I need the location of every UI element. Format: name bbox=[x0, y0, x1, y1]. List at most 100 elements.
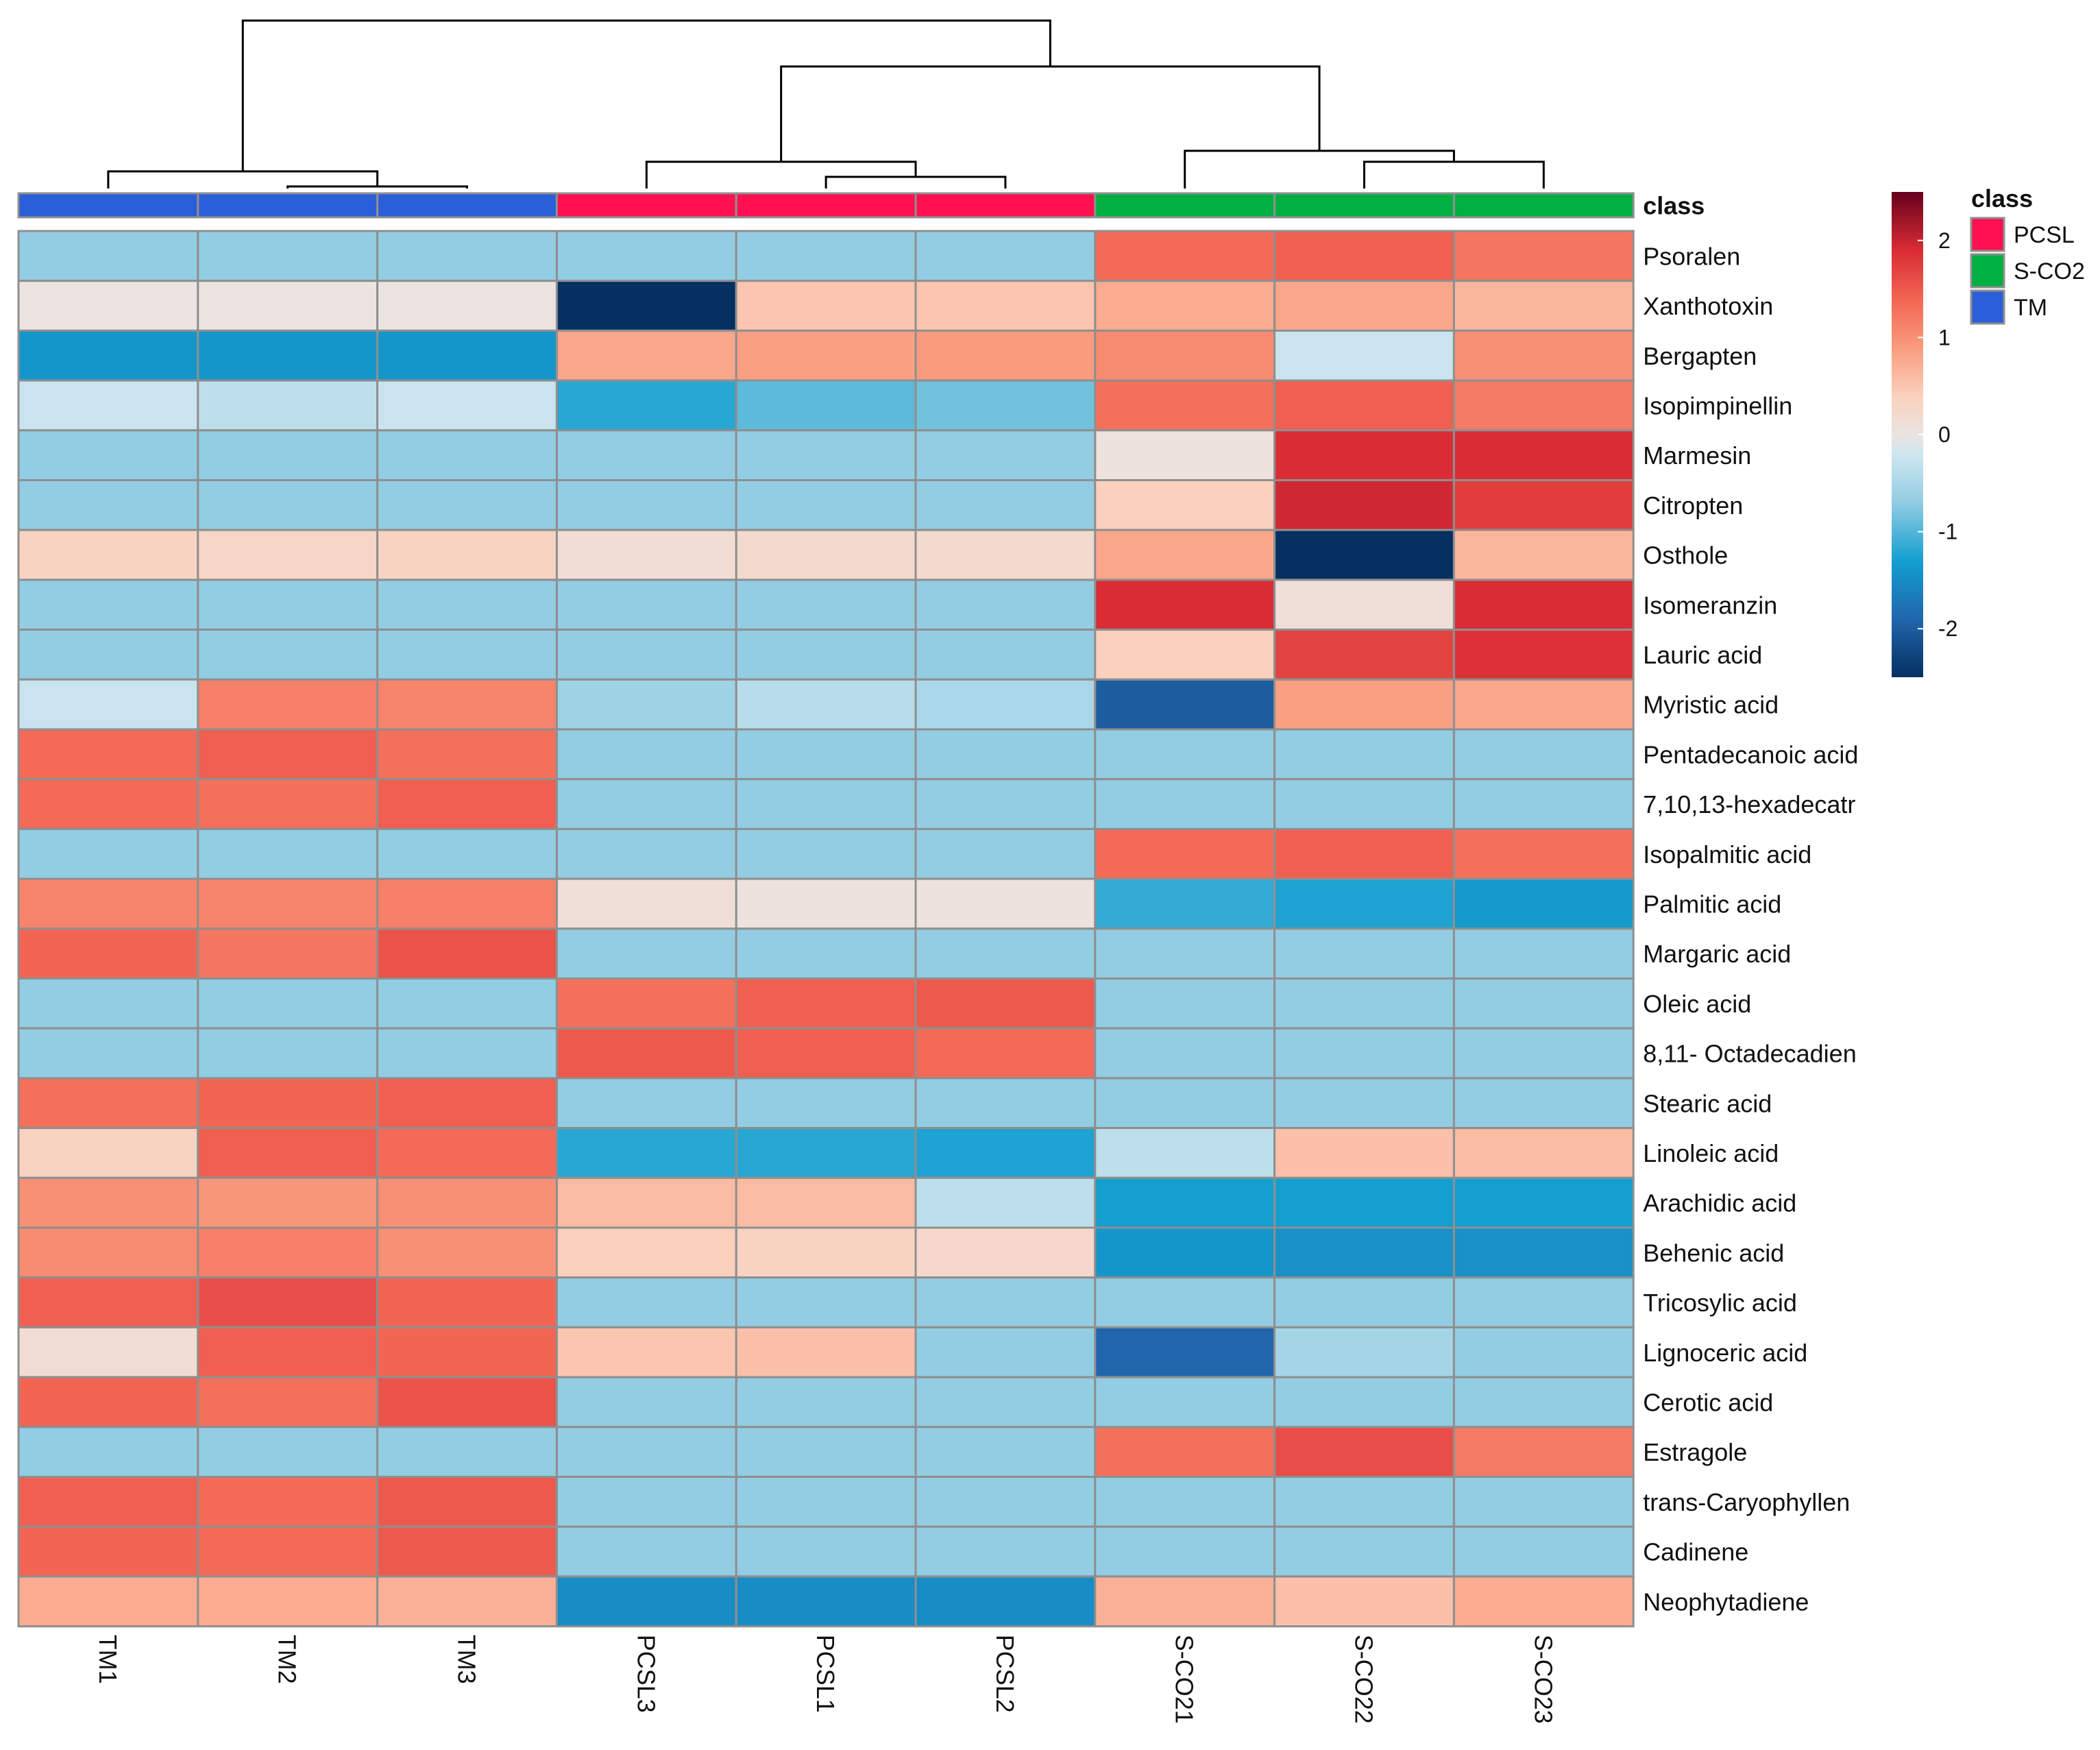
dendro-pcsl-12 bbox=[825, 175, 1007, 189]
heatmap-cell bbox=[914, 329, 1097, 382]
heatmap-cell bbox=[17, 479, 199, 531]
heatmap-cell bbox=[914, 629, 1097, 681]
heatmap-cell bbox=[1273, 1326, 1455, 1378]
heatmap-cell bbox=[1094, 528, 1276, 581]
heatmap-cell bbox=[17, 977, 199, 1030]
heatmap-cell bbox=[1273, 1127, 1455, 1179]
class-cell-PCSL2 bbox=[914, 192, 1097, 219]
heatmap-cell bbox=[1273, 827, 1455, 880]
heatmap-cell bbox=[197, 1376, 379, 1429]
row-label: Stearic acid bbox=[1643, 1089, 1772, 1117]
heatmap-cell bbox=[555, 977, 737, 1030]
heatmap-cell bbox=[555, 1575, 737, 1628]
heatmap-cell bbox=[1273, 429, 1455, 481]
heatmap-cell bbox=[1452, 1376, 1635, 1429]
heatmap-cell bbox=[1273, 1027, 1455, 1080]
heatmap-cell bbox=[735, 827, 917, 880]
heatmap-cell bbox=[1273, 1575, 1455, 1628]
heatmap-cell bbox=[17, 1176, 199, 1229]
heatmap-cell bbox=[735, 1376, 917, 1429]
heatmap-cell bbox=[376, 1127, 558, 1179]
class-legend-title: class bbox=[1971, 184, 2033, 212]
heatmap-cell bbox=[197, 1077, 379, 1130]
heatmap-cell bbox=[1273, 1226, 1455, 1279]
row-label: Neophytadiene bbox=[1643, 1588, 1809, 1616]
heatmap-cell bbox=[1452, 1226, 1635, 1279]
heatmap-cell bbox=[376, 1476, 558, 1528]
heatmap-cell bbox=[376, 1426, 558, 1479]
heatmap-cell bbox=[1094, 230, 1276, 282]
heatmap-cell bbox=[376, 1525, 558, 1578]
heatmap-cell bbox=[1094, 1127, 1276, 1179]
heatmap-cell bbox=[1094, 329, 1276, 382]
heatmap-cell bbox=[17, 280, 199, 332]
heatmap-cell bbox=[17, 528, 199, 581]
heatmap-cell bbox=[17, 1426, 199, 1479]
heatmap-cell bbox=[1452, 329, 1635, 382]
heatmap-cell bbox=[1452, 877, 1635, 930]
heatmap-cell bbox=[1094, 1575, 1276, 1628]
heatmap-cell bbox=[376, 1376, 558, 1429]
color-scale-tick-label: -2 bbox=[1938, 616, 1957, 641]
heatmap-cell bbox=[376, 329, 558, 382]
heatmap-cell bbox=[17, 1376, 199, 1429]
heatmap-cell bbox=[1273, 479, 1455, 531]
heatmap-cell bbox=[197, 778, 379, 830]
heatmap-cell bbox=[914, 728, 1097, 781]
heatmap-cell bbox=[555, 1476, 737, 1528]
heatmap-cell bbox=[555, 1525, 737, 1578]
heatmap-cell bbox=[1452, 1027, 1635, 1080]
heatmap-cell bbox=[376, 1326, 558, 1378]
heatmap-cell bbox=[1094, 1476, 1276, 1528]
row-label: Isopalmitic acid bbox=[1643, 840, 1811, 868]
heatmap-cell bbox=[735, 1476, 917, 1528]
heatmap-cell bbox=[1452, 1176, 1635, 1229]
dendro-sco2 bbox=[1184, 149, 1455, 189]
heatmap-cell bbox=[1094, 827, 1276, 880]
heatmap-cell bbox=[197, 927, 379, 980]
heatmap-cell bbox=[555, 230, 737, 282]
heatmap-cell bbox=[555, 579, 737, 631]
heatmap-cell bbox=[1094, 479, 1276, 531]
dendro-root bbox=[241, 19, 1051, 171]
heatmap-cell bbox=[735, 479, 917, 531]
heatmap-cell bbox=[555, 927, 737, 980]
row-label: Palmitic acid bbox=[1643, 890, 1781, 918]
heatmap-cell bbox=[1452, 1426, 1635, 1479]
color-scale-tick-label: -1 bbox=[1938, 520, 1957, 544]
heatmap-cell bbox=[555, 528, 737, 581]
heatmap-cell bbox=[1273, 927, 1455, 980]
heatmap-cell bbox=[197, 1575, 379, 1628]
heatmap-cell bbox=[1094, 280, 1276, 332]
class-annotation-label: class bbox=[1643, 192, 1705, 220]
row-label: Psoralen bbox=[1643, 242, 1740, 270]
heatmap-cell bbox=[197, 1226, 379, 1279]
color-scale-tick-label: 1 bbox=[1938, 325, 1951, 350]
row-label: Xanthotoxin bbox=[1643, 292, 1773, 320]
heatmap-cell bbox=[376, 1276, 558, 1328]
dendro-pcsl-sco2 bbox=[780, 65, 1321, 162]
heatmap-cell bbox=[555, 280, 737, 332]
class-cell-TM2 bbox=[197, 192, 379, 219]
heatmap-cell bbox=[735, 280, 917, 332]
column-label: PCSL1 bbox=[811, 1635, 840, 1713]
heatmap-cell bbox=[914, 1127, 1097, 1179]
row-label: Marmesin bbox=[1643, 441, 1751, 470]
color-scale-tick-label: 0 bbox=[1938, 422, 1951, 447]
heatmap-cell bbox=[735, 1426, 917, 1479]
color-scale-legend: 2 1 0 -1 -2 bbox=[1892, 192, 1957, 677]
heatmap-cell bbox=[376, 629, 558, 681]
heatmap-cell bbox=[1452, 230, 1635, 282]
heatmap-cell bbox=[376, 1226, 558, 1279]
heatmap-cell bbox=[555, 329, 737, 382]
heatmap-cell bbox=[197, 379, 379, 432]
heatmap-cell bbox=[1094, 678, 1276, 731]
heatmap-cell bbox=[1273, 329, 1455, 382]
heatmap-cell bbox=[1452, 1326, 1635, 1378]
heatmap-cell bbox=[17, 1476, 199, 1528]
heatmap-cell bbox=[197, 1525, 379, 1578]
heatmap-cell bbox=[197, 1276, 379, 1328]
heatmap-cell bbox=[1452, 678, 1635, 731]
class-cell-S-CO21 bbox=[1094, 192, 1276, 219]
column-label: TM1 bbox=[94, 1635, 122, 1684]
